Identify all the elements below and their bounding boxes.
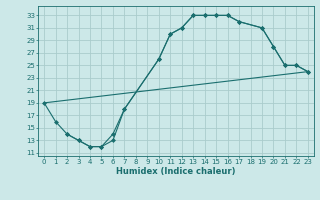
X-axis label: Humidex (Indice chaleur): Humidex (Indice chaleur) (116, 167, 236, 176)
